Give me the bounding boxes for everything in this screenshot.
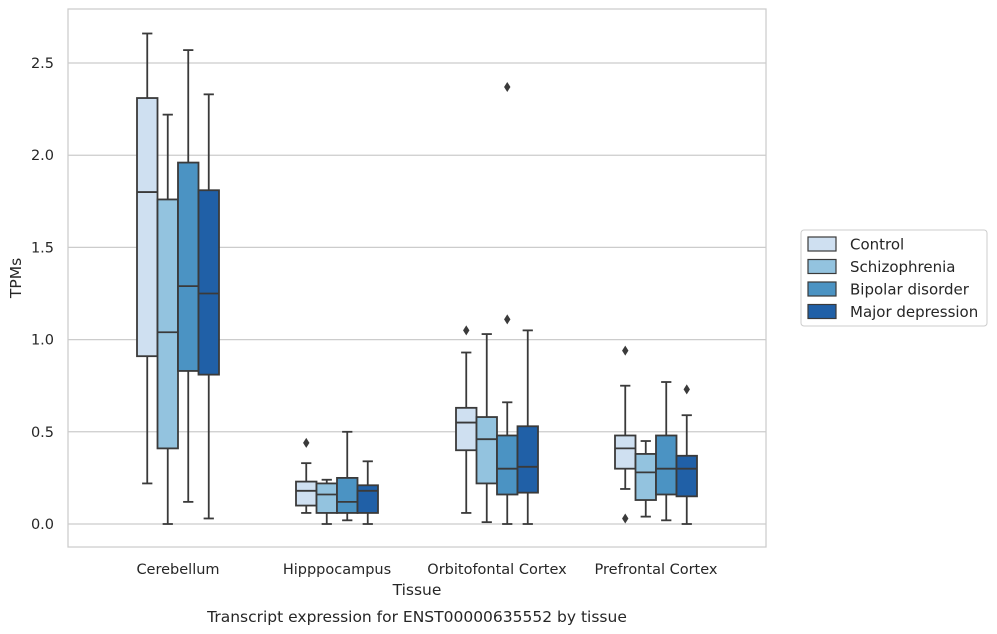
legend-label: Bipolar disorder — [850, 281, 970, 299]
box-iqr — [516, 425, 539, 494]
box-groups — [136, 32, 698, 525]
y-tick-label: 1.0 — [31, 333, 54, 349]
legend-frame — [800, 229, 988, 327]
legend-label: Control — [850, 236, 904, 254]
box-iqr — [455, 406, 478, 452]
legend-swatch — [807, 236, 837, 252]
box-iqr — [356, 484, 379, 514]
outlier-point — [683, 384, 690, 395]
box-schizophrenia — [156, 113, 179, 525]
box-major-depression — [356, 460, 379, 525]
box-control — [455, 325, 478, 514]
outlier-point — [463, 325, 470, 336]
x-tick-label: Orbitofontal Cortex — [427, 562, 567, 578]
y-tick-label: 0.0 — [31, 517, 54, 533]
outlier-point — [622, 513, 629, 524]
legend-swatch — [807, 258, 837, 275]
box-iqr — [655, 434, 678, 496]
figure-caption: Transcript expression for ENST0000063555… — [206, 608, 627, 626]
y-tick-label: 2.0 — [31, 148, 54, 164]
legend-label: Schizophrenia — [850, 258, 955, 276]
y-axis-ticks: 0.0 0.5 1.0 1.5 2.0 2.5 — [31, 56, 54, 533]
box-iqr — [675, 454, 698, 498]
box-iqr — [177, 161, 200, 372]
y-tick-label: 0.5 — [31, 425, 54, 441]
y-axis-title: TPMs — [7, 258, 25, 299]
y-tick-label: 1.5 — [31, 240, 54, 256]
x-axis-title: Tissue — [392, 581, 442, 599]
legend-label: Major depression — [850, 303, 978, 321]
box-bipolar-disorder — [336, 430, 359, 522]
outlier-point — [303, 437, 310, 448]
box-control — [614, 345, 637, 524]
box-iqr — [634, 453, 657, 501]
legend: Control Schizophrenia Bipolar disorder Majo… — [800, 229, 988, 327]
legend-swatch — [807, 303, 837, 320]
x-tick-label: Prefrontal Cortex — [595, 562, 718, 578]
x-tick-label: Cerebellum — [136, 562, 219, 578]
x-tick-label: Hipppocampus — [283, 562, 391, 578]
box-iqr — [475, 416, 498, 485]
box-iqr — [295, 480, 318, 507]
box-iqr — [496, 434, 519, 496]
outlier-point — [504, 81, 511, 92]
outlier-point — [504, 314, 511, 325]
box-iqr — [614, 434, 637, 470]
box-bipolar-disorder — [655, 381, 678, 522]
box-major-depression — [675, 384, 698, 525]
box-iqr — [336, 476, 359, 514]
legend-swatch — [807, 281, 837, 297]
y-tick-label: 2.5 — [31, 56, 54, 72]
box-iqr — [315, 482, 338, 514]
box-major-depression — [197, 93, 220, 520]
x-axis-ticks: Cerebellum Hipppocampus Orbitofontal Corte… — [136, 562, 717, 578]
box-iqr — [136, 97, 159, 358]
box-bipolar-disorder — [177, 49, 200, 503]
box-iqr — [197, 189, 220, 376]
outlier-point — [622, 345, 629, 356]
box-iqr — [156, 198, 179, 450]
box-major-depression — [516, 329, 539, 525]
